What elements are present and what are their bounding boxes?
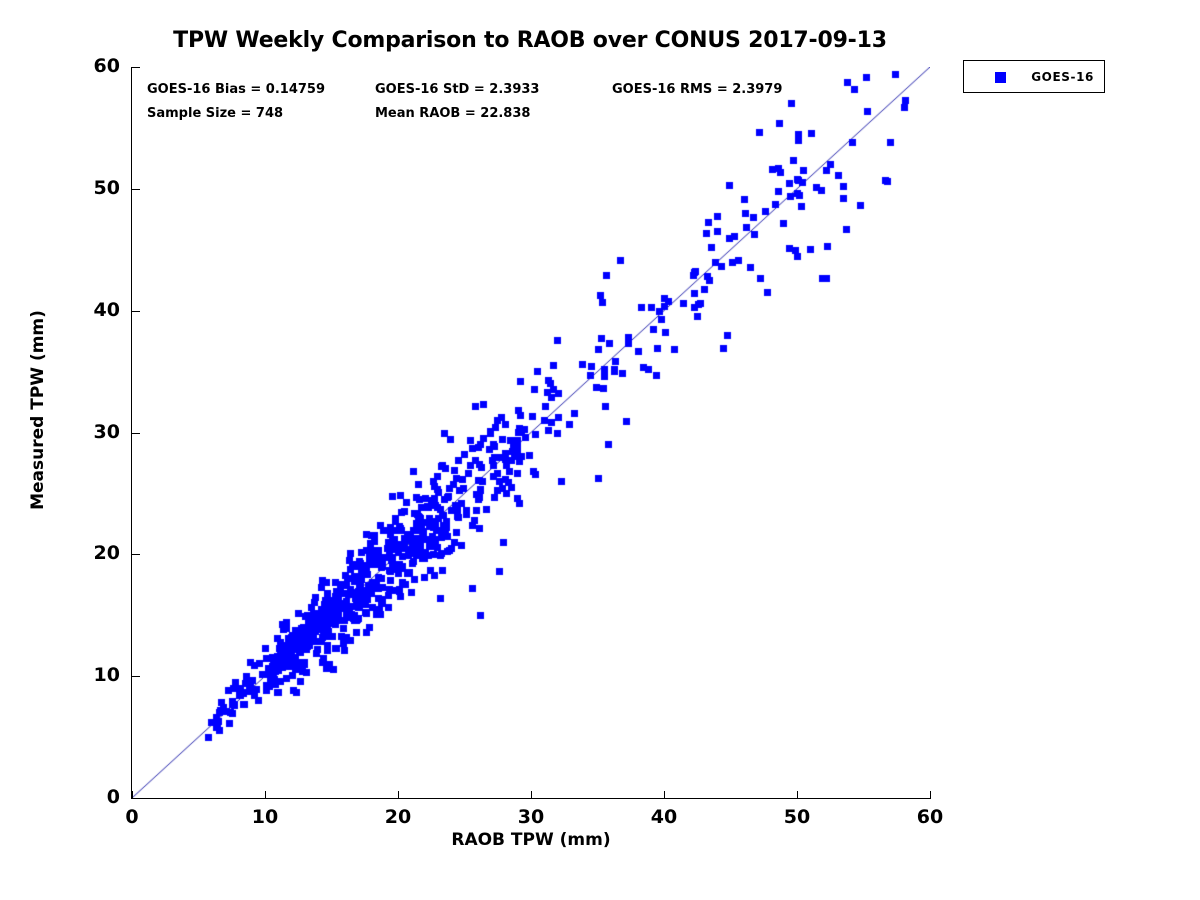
x-tick-label: 50 <box>783 806 811 828</box>
plot-area <box>132 67 930 798</box>
legend: GOES-16 <box>963 60 1105 93</box>
y-tick-label: 10 <box>93 664 120 687</box>
x-tick-mark <box>531 791 532 799</box>
y-tick-label: 0 <box>106 786 120 808</box>
y-tick-mark <box>132 676 140 678</box>
scatter-plot-canvas <box>132 67 930 798</box>
y-tick-mark <box>132 554 140 556</box>
legend-entry-goes16: GOES-16 <box>964 61 1104 92</box>
y-tick-label: 30 <box>93 420 120 443</box>
y-tick-mark <box>132 310 140 312</box>
x-tick-label: 0 <box>125 806 139 828</box>
x-tick-mark <box>664 791 665 799</box>
x-tick-label: 40 <box>650 806 678 828</box>
x-tick-label: 60 <box>916 806 944 828</box>
x-tick-mark <box>797 791 798 799</box>
y-tick-label: 40 <box>93 298 120 321</box>
y-tick-label: 60 <box>93 55 120 77</box>
x-tick-mark <box>132 791 133 799</box>
x-tick-mark <box>265 791 266 799</box>
y-tick-mark <box>132 67 140 68</box>
legend-marker-swatch <box>995 72 1006 83</box>
y-tick-label: 20 <box>93 542 120 565</box>
x-tick-mark <box>930 791 931 799</box>
chart-title: TPW Weekly Comparison to RAOB over CONUS… <box>173 28 887 53</box>
y-axis-label: Measured TPW (mm) <box>28 310 48 510</box>
x-axis-label: RAOB TPW (mm) <box>451 830 611 850</box>
x-tick-label: 10 <box>251 806 279 828</box>
legend-label: GOES-16 <box>1031 70 1094 84</box>
x-tick-label: 20 <box>384 806 412 828</box>
x-tick-mark <box>398 791 399 799</box>
y-axis-spine <box>131 67 132 799</box>
y-tick-mark <box>132 432 140 434</box>
y-tick-label: 50 <box>93 176 120 199</box>
x-tick-label: 30 <box>517 806 545 828</box>
y-tick-mark <box>132 188 140 190</box>
y-tick-mark <box>132 798 140 799</box>
